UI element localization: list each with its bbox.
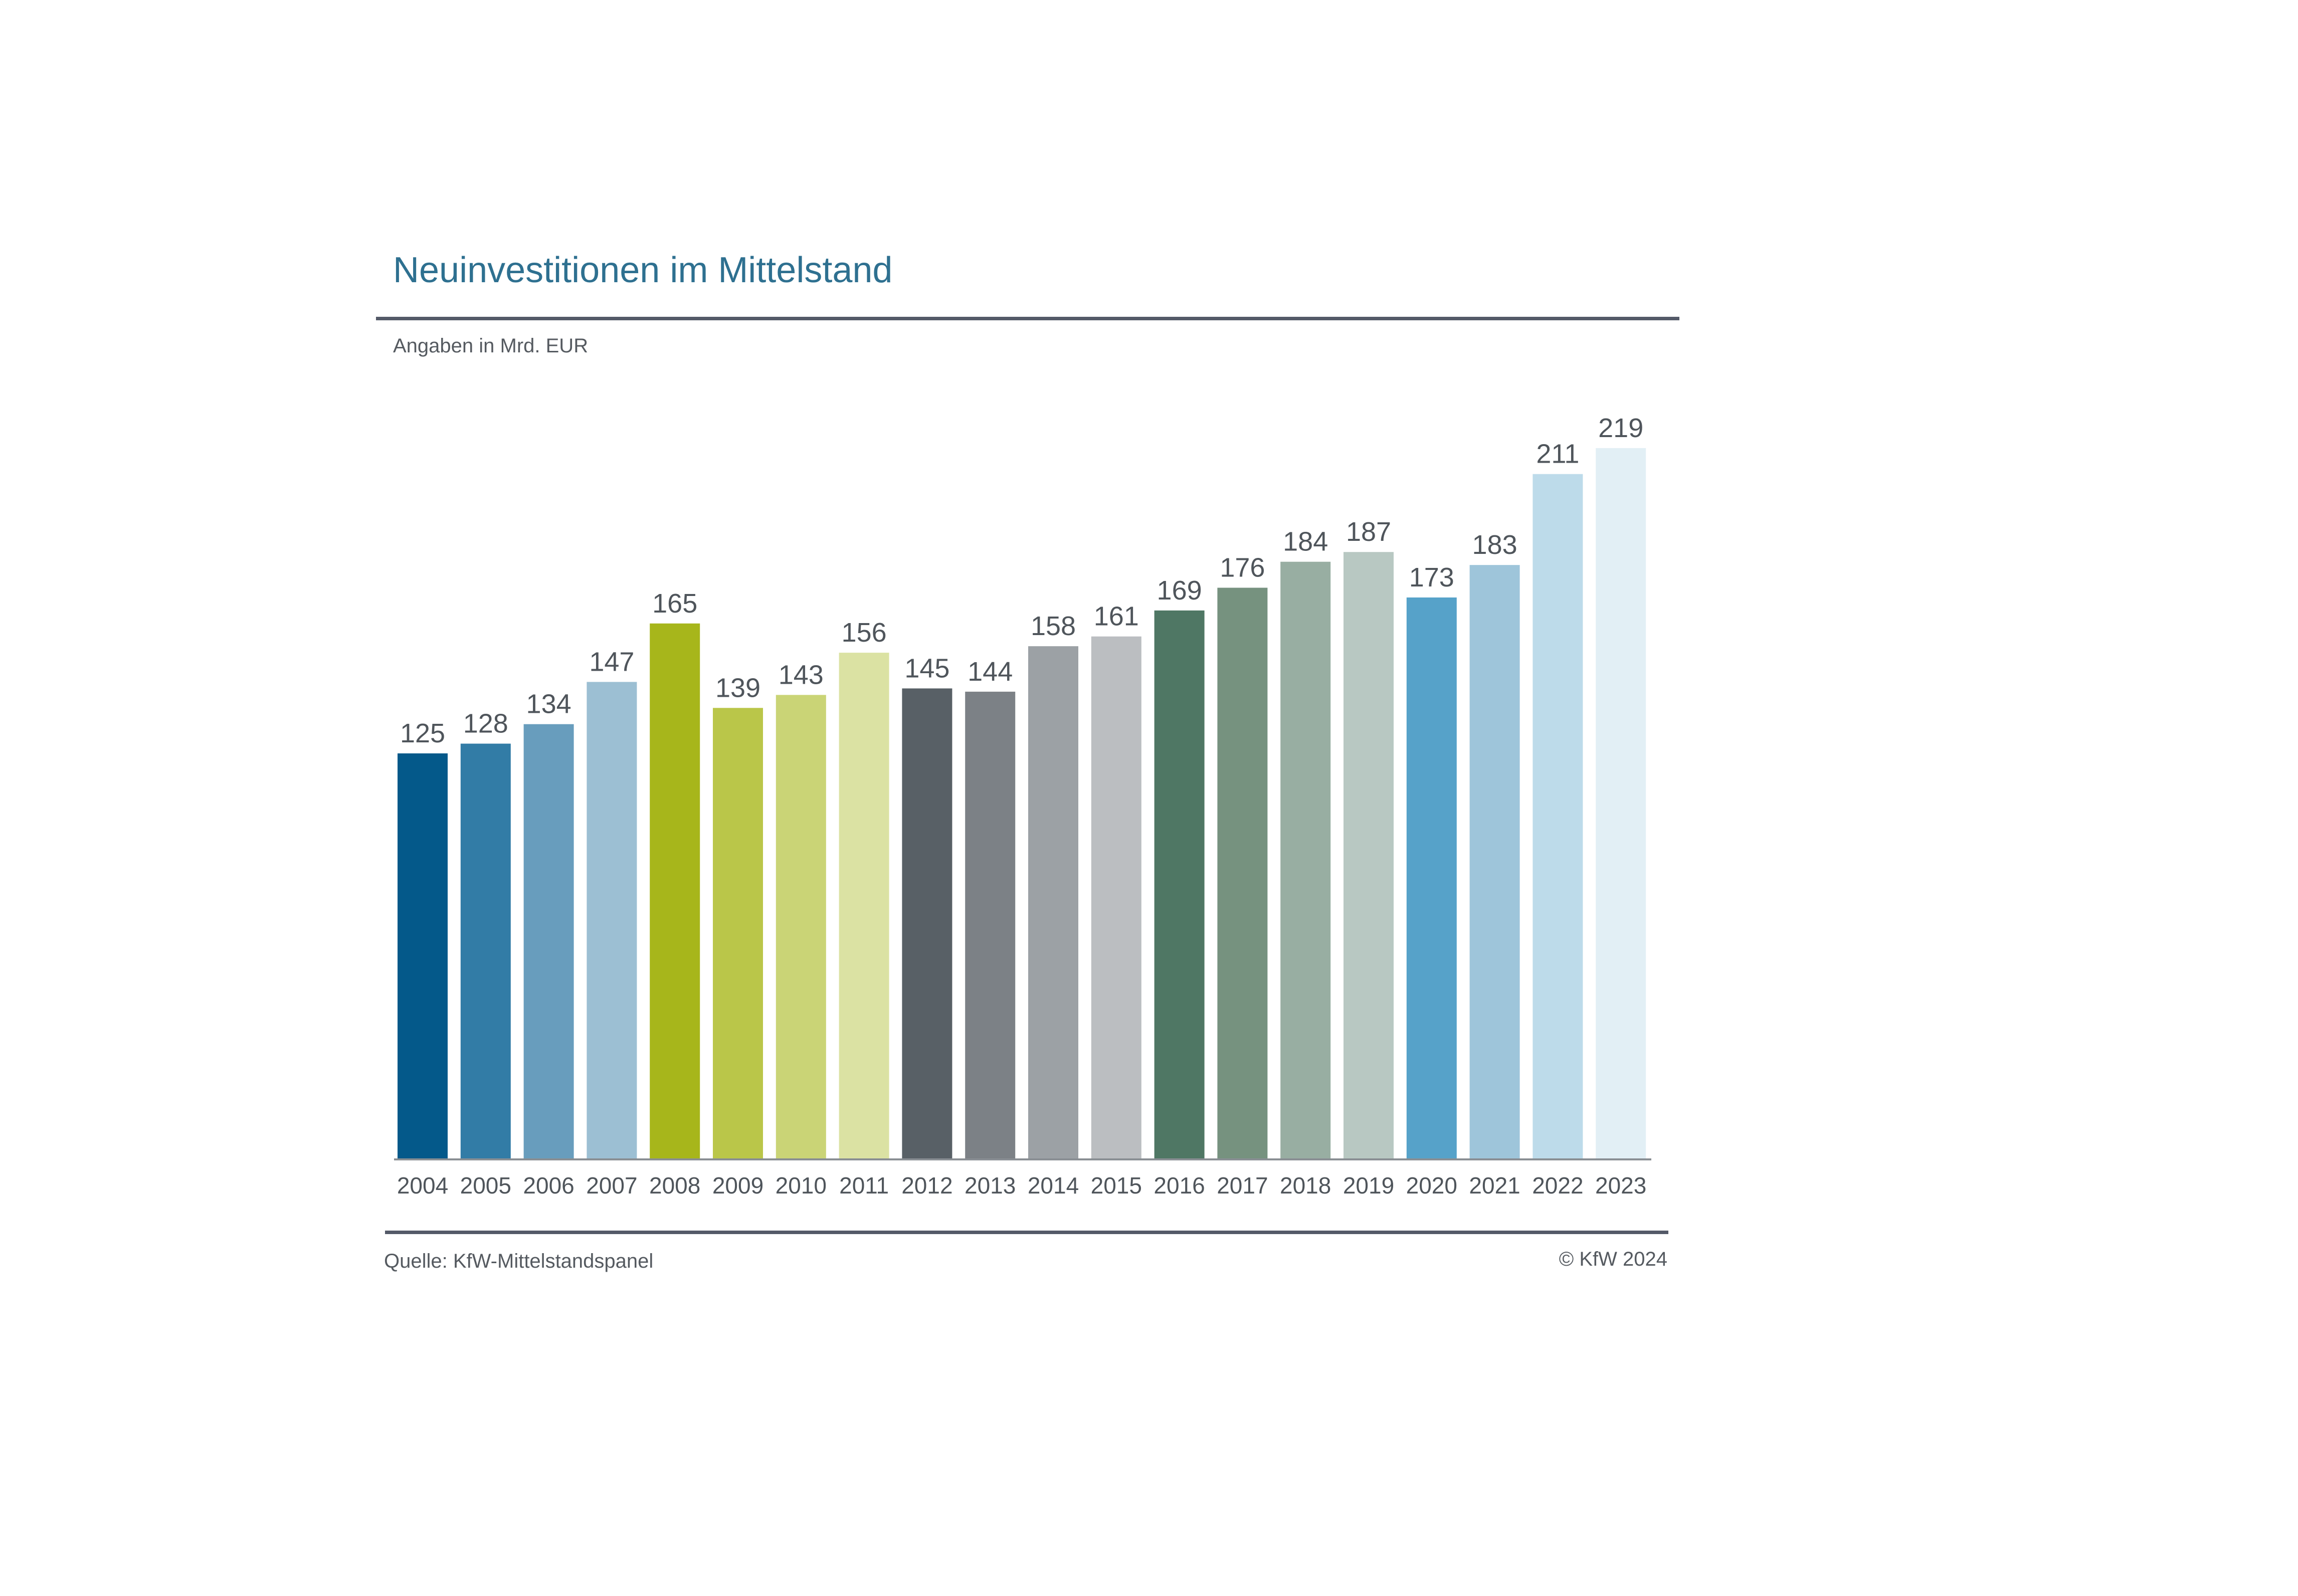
value-label-2022: 211: [1536, 439, 1579, 469]
footer-divider: [385, 1231, 1668, 1234]
value-label-2021: 183: [1472, 530, 1517, 560]
value-labels-layer: 125 128 134 147 165 139 143 156 145 144 158 161 169 1…: [400, 413, 1643, 748]
value-label-2013: 144: [968, 657, 1013, 687]
x-tick-label-2016: 2016: [1154, 1172, 1205, 1199]
x-tick-label-2015: 2015: [1091, 1172, 1142, 1199]
bar-2017: [1217, 587, 1268, 1159]
value-label-2020: 173: [1409, 562, 1454, 592]
value-label-2018: 184: [1283, 527, 1328, 557]
x-tick-label-2012: 2012: [901, 1172, 952, 1199]
bar-2004: [398, 753, 448, 1159]
x-tick-label-2007: 2007: [586, 1172, 637, 1199]
x-tick-label-2009: 2009: [712, 1172, 763, 1199]
bar-2019: [1344, 552, 1394, 1159]
value-label-2015: 161: [1094, 602, 1139, 632]
bar-2008: [650, 623, 700, 1159]
value-label-2012: 145: [904, 653, 949, 683]
value-label-2023: 219: [1598, 413, 1643, 443]
x-tick-label-2019: 2019: [1343, 1172, 1394, 1199]
bars-layer: [398, 448, 1646, 1159]
bar-2012: [902, 688, 952, 1159]
x-tick-label-2011: 2011: [839, 1172, 889, 1199]
chart-title: Neuinvestitionen im Mittelstand: [393, 250, 893, 290]
x-tick-label-2013: 2013: [965, 1172, 1016, 1199]
x-tick-label-2008: 2008: [649, 1172, 700, 1199]
bar-2018: [1280, 561, 1331, 1159]
value-label-2008: 165: [652, 588, 697, 619]
x-tick-labels-layer: 2004 2005 2006 2007 2008 2009 2010 2011 2012 2013…: [397, 1172, 1647, 1199]
bar-2014: [1028, 646, 1078, 1159]
x-tick-label-2020: 2020: [1406, 1172, 1457, 1199]
bar-2022: [1533, 474, 1583, 1159]
chart-subtitle: Angaben in Mrd. EUR: [393, 335, 589, 357]
bar-2013: [965, 691, 1016, 1159]
value-label-2016: 169: [1157, 575, 1202, 606]
value-label-2011: 156: [842, 618, 887, 648]
x-tick-label-2022: 2022: [1532, 1172, 1583, 1199]
x-tick-label-2023: 2023: [1595, 1172, 1646, 1199]
x-tick-label-2018: 2018: [1280, 1172, 1331, 1199]
bar-2020: [1406, 597, 1457, 1159]
value-label-2014: 158: [1031, 611, 1076, 641]
bar-2016: [1154, 610, 1205, 1159]
value-label-2006: 134: [526, 689, 571, 719]
x-tick-label-2005: 2005: [460, 1172, 511, 1199]
title-divider: [376, 317, 1679, 320]
bar-2015: [1091, 636, 1141, 1159]
bar-2011: [839, 653, 889, 1159]
value-label-2004: 125: [400, 718, 445, 748]
value-label-2005: 128: [463, 709, 508, 739]
bar-2023: [1596, 448, 1646, 1159]
x-tick-label-2014: 2014: [1028, 1172, 1079, 1199]
bar-2010: [776, 695, 826, 1159]
bar-2005: [460, 743, 511, 1159]
x-tick-label-2010: 2010: [776, 1172, 827, 1199]
value-label-2017: 176: [1220, 553, 1265, 583]
bar-2021: [1469, 565, 1520, 1159]
bar-2007: [587, 682, 637, 1159]
value-label-2007: 147: [589, 647, 634, 677]
value-label-2010: 143: [779, 660, 824, 690]
value-label-2009: 139: [715, 673, 760, 703]
x-tick-label-2006: 2006: [523, 1172, 574, 1199]
value-label-2019: 187: [1346, 517, 1391, 547]
bar-2006: [523, 724, 574, 1159]
copyright-note: © KfW 2024: [1559, 1248, 1667, 1270]
bar-2009: [713, 708, 763, 1159]
x-tick-label-2017: 2017: [1217, 1172, 1268, 1199]
source-note: Quelle: KfW-Mittelstandspanel: [384, 1250, 654, 1272]
x-tick-label-2004: 2004: [397, 1172, 448, 1199]
x-tick-label-2021: 2021: [1469, 1172, 1520, 1199]
